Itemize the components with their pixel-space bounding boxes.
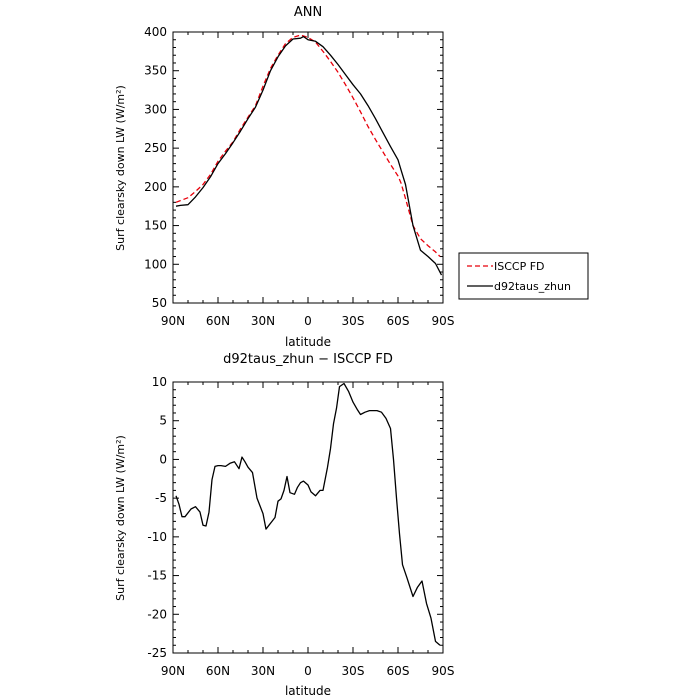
x-tick-label: 60S <box>387 664 410 678</box>
y-tick-label: -5 <box>155 491 167 505</box>
y-tick-label: -25 <box>147 646 167 660</box>
x-tick-label: 30N <box>251 314 275 328</box>
y-tick-label: 200 <box>144 180 167 194</box>
chart-title: ANN <box>294 5 322 20</box>
y-tick-label: 50 <box>152 296 167 310</box>
panel-top: ANN Surf clearsky down LW (W/m²) latitud… <box>114 5 589 349</box>
x-axis-label: latitude <box>285 684 331 698</box>
x-tick-label: 30N <box>251 664 275 678</box>
plot-area-bottom: -25 -20 -15 -10 -5 0 5 10 90N 60N 30N 0 30S 60S 90S <box>147 375 454 678</box>
x-tick-label: 0 <box>304 314 312 328</box>
y-tick-label: -20 <box>147 607 167 621</box>
y-tick-label: 5 <box>159 414 167 428</box>
y-tick-label: -10 <box>147 530 167 544</box>
series-line-difference <box>175 382 441 646</box>
plot-frame <box>172 381 444 654</box>
y-tick-label: -15 <box>147 569 167 583</box>
plot-area-top: 50 100 150 200 250 300 350 400 90N 60N 30N 0 30S 60S 9… <box>144 25 454 328</box>
y-tick-label: 250 <box>144 141 167 155</box>
series-line-isccp-fd <box>175 34 441 257</box>
legend: ISCCP FD d92taus_zhun <box>458 252 589 300</box>
y-tick-label: 150 <box>144 219 167 233</box>
chart-title: d92taus_zhun − ISCCP FD <box>223 352 393 367</box>
x-axis-label: latitude <box>285 335 331 349</box>
x-tick-label: 30S <box>342 664 365 678</box>
x-tick-label: 90N <box>161 664 185 678</box>
x-tick-label: 30S <box>342 314 365 328</box>
legend-label-d92taus-zhun: d92taus_zhun <box>494 280 571 293</box>
legend-label-isccp-fd: ISCCP FD <box>494 260 545 273</box>
x-tick-label: 60N <box>206 664 230 678</box>
x-tick-label: 60S <box>387 314 410 328</box>
x-tick-label: 0 <box>304 664 312 678</box>
panel-bottom: d92taus_zhun − ISCCP FD Surf clearsky do… <box>114 352 454 698</box>
y-tick-label: 400 <box>144 25 167 39</box>
y-tick-label: 350 <box>144 64 167 78</box>
y-tick-label: 100 <box>144 257 167 271</box>
legend-box <box>458 252 589 300</box>
y-tick-label: 300 <box>144 102 167 116</box>
x-tick-label: 60N <box>206 314 230 328</box>
y-tick-label: 10 <box>152 375 167 389</box>
y-tick-label: 0 <box>159 452 167 466</box>
x-tick-label: 90S <box>432 664 455 678</box>
y-axis-label: Surf clearsky down LW (W/m²) <box>114 85 127 251</box>
series-line-d92taus-zhun <box>175 35 443 276</box>
x-tick-label: 90S <box>432 314 455 328</box>
x-tick-label: 90N <box>161 314 185 328</box>
plot-frame <box>172 31 444 304</box>
y-axis-label: Surf clearsky down LW (W/m²) <box>114 435 127 601</box>
